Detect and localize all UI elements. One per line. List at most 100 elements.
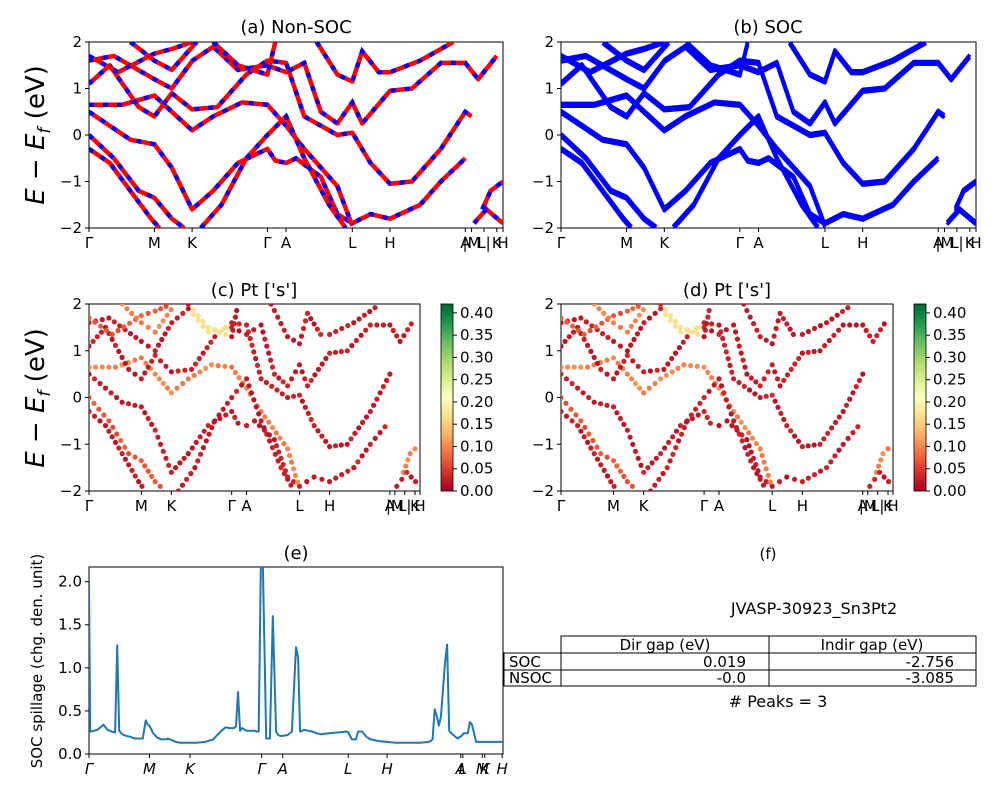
scatter-point [332,443,339,449]
scatter-point [102,423,109,429]
scatter-point [784,474,790,480]
scatter-point [694,363,700,369]
x-tick-label: K [492,234,503,252]
scatter-point [209,425,215,431]
scatter-point [229,364,235,370]
scatter-point [788,428,794,434]
y-tick-label: 2 [544,295,554,313]
panel-e: (e) SOC spillage (chg. den. unit) 0.0 0.5… [28,543,508,778]
scatter-point [667,458,673,464]
y-tick-label: −1 [532,173,554,191]
scatter-point [672,350,679,356]
peaks-count: # Peaks = 3 [729,692,828,711]
scatter-point [220,406,226,412]
scatter-point [401,333,407,339]
spillage-line-group [89,567,503,744]
scatter-point [292,369,299,375]
scatter-point [162,331,168,337]
scatter-point [256,411,262,417]
scatter-point [175,488,181,491]
table-row-label: NSOC [509,669,552,687]
y-tick-label: 2 [544,33,554,51]
scatter-point [641,369,647,375]
scatter-point [327,331,333,337]
scatter-point [775,318,781,324]
scatter-point [581,331,587,337]
panel-f: (f) JVASP-30923_Sn3Pt2 Dir gap (eV) Indi… [503,545,977,711]
scatter-point [311,474,317,480]
scatter-point [732,329,739,335]
scatter-point [720,335,726,342]
scatter-point [754,470,760,477]
band-line-dash [211,42,278,78]
scatter-point [591,354,597,360]
scatter-point [792,361,798,367]
scatter-point [372,305,378,311]
scatter-point [348,436,354,442]
scatter-point [799,350,806,356]
x-tick-label: A [281,234,292,252]
scatter-point [138,458,144,464]
scatter-point [119,399,125,405]
scatter-point [114,394,120,401]
band-line-dash [89,92,355,227]
scatter-point [168,390,174,396]
scatter-point [745,451,751,457]
scatter-point [617,324,624,330]
x-tick-label: Γ [257,760,267,778]
scatter-point [253,404,259,410]
scatter-point [594,456,601,462]
spillage-line [89,567,503,744]
scatter-point [152,329,158,335]
scatter-point [89,394,92,401]
scatter-point [832,453,838,459]
band-line-soc [561,42,665,73]
scatter-point [189,445,195,451]
scatter-point [716,322,722,328]
band-line-dash [472,206,503,226]
scatter-point [236,328,242,334]
scatter-point [204,345,210,351]
scatter-point [155,434,161,440]
x-tick-label: Γ [557,234,566,252]
scatter-point [372,435,378,441]
scatter-point [624,348,631,354]
scatter-point [180,310,186,316]
scatter-point [753,379,759,385]
scatter-point [811,325,818,332]
scatter-point [149,421,155,427]
scatter-point [173,465,179,471]
scatter-point [829,425,835,431]
scatter-point [563,376,570,382]
scatter-point [636,312,643,318]
scatter-point [111,319,117,325]
band-line-soc [561,95,827,228]
scatter-point [122,360,128,366]
scatter-point [99,364,105,370]
y-tick-label: 1 [72,80,82,98]
scatter-point [132,454,138,460]
scatter-point [394,483,400,489]
scatter-point [668,317,674,323]
scatter-point [784,372,791,378]
scatter-point [693,406,699,412]
scatter-point [127,320,133,326]
scatter-point [582,424,588,430]
scatter-point [363,327,369,333]
scatter-point [646,315,653,321]
scatter-point [575,327,582,333]
scatter-point [836,327,842,333]
x-tick-label: L [459,760,467,778]
scatter-point [731,376,737,382]
scatter-point [195,313,201,319]
scatter-point [145,324,151,330]
scatter-point [399,476,405,482]
x-tick-label: A [455,760,466,778]
scatter-point [624,427,631,433]
scatter-point [632,448,639,454]
scatter-point [138,313,144,319]
scatter-point [741,304,747,307]
scatter-point [874,333,880,339]
scatter-point [97,418,103,424]
